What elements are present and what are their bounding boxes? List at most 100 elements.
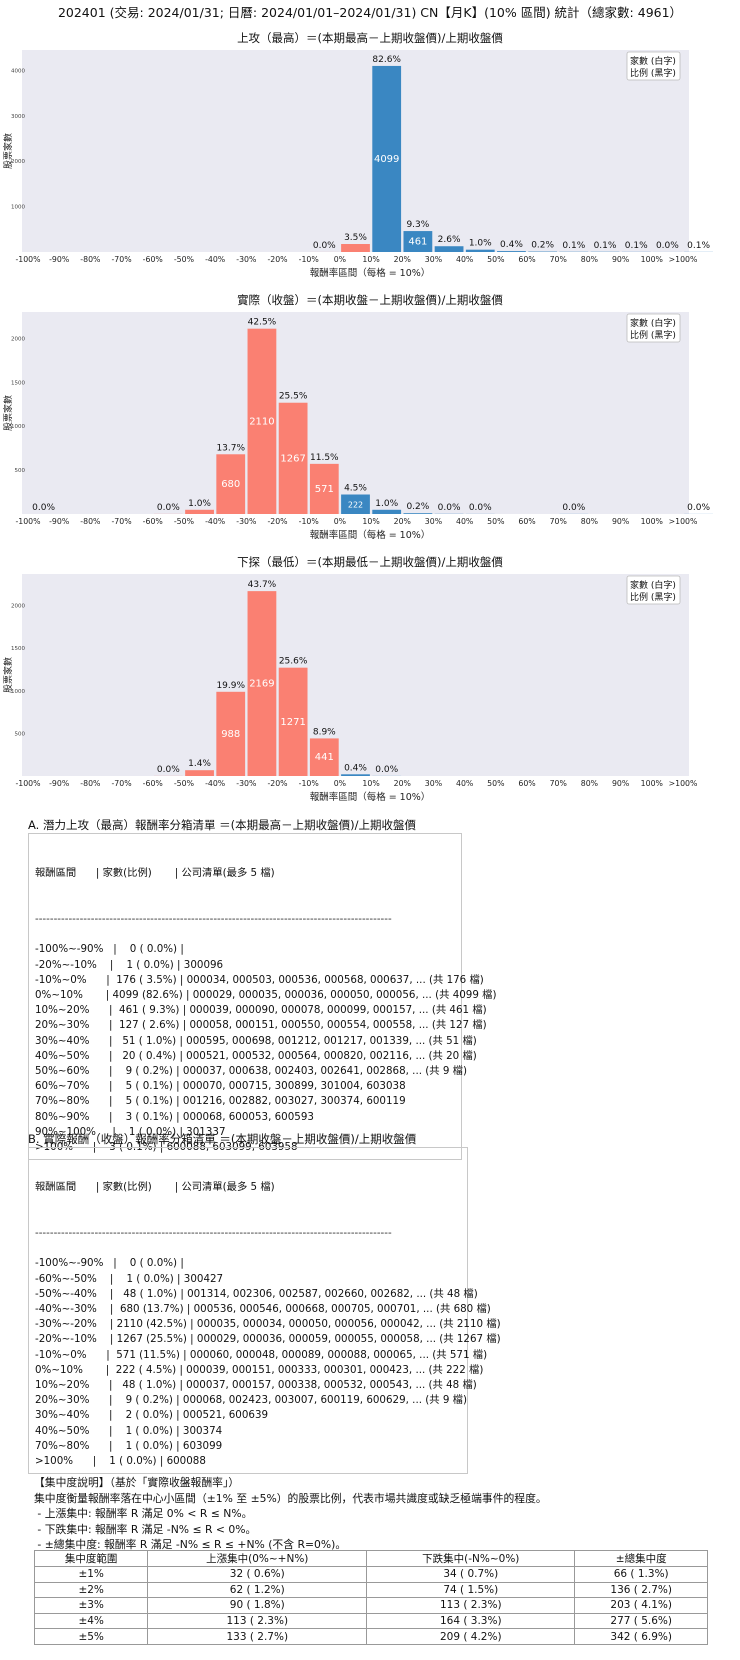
table-cell: 209 ( 4.2%) — [366, 1628, 576, 1645]
legend-box — [626, 51, 681, 81]
table-header-cell: ±總集中度 — [574, 1550, 708, 1567]
bar-percent-label: 0.0% — [469, 503, 492, 513]
x-tick-label: -40% — [205, 255, 225, 264]
bar-count-label: 441 — [315, 752, 334, 763]
bar-count-label: 461 — [408, 237, 427, 248]
legend-entry: 家數 (白字) — [630, 55, 676, 67]
table-row: ±5% 133 ( 2.7%) 209 ( 4.2%) 342 ( 6.9%) — [33, 1628, 708, 1645]
notes-line: - 下跌集中: 報酬率 R 滿足 -N% ≤ R < 0%。 — [34, 1522, 257, 1536]
bar-percent-label: 0.1% — [594, 241, 617, 251]
x-tick-label: -90% — [49, 517, 69, 526]
table-cell: 32 ( 0.6%) — [147, 1566, 368, 1583]
x-tick-label: >100% — [669, 255, 698, 264]
x-tick-label: >100% — [669, 779, 698, 788]
legend: 家數 (白字)比例 (黑字) — [626, 575, 681, 605]
table-cell: 74 ( 1.5%) — [366, 1581, 576, 1599]
table-cell: 164 ( 3.3%) — [366, 1612, 576, 1630]
y-tick-label: 1000 — [11, 689, 25, 695]
x-tick-label: -50% — [174, 517, 194, 526]
legend-entry: 比例 (黑字) — [630, 329, 676, 341]
table-cell: 90 ( 1.8%) — [147, 1597, 368, 1614]
section-a-header: 報酬區間 | 家數(比例) | 公司清單(最多 5 檔) — [35, 867, 275, 880]
bar-count-label: 2169 — [249, 679, 274, 690]
x-tick-label: 30% — [425, 517, 442, 526]
bar — [309, 463, 339, 514]
x-tick-label: 40% — [456, 779, 473, 788]
bar-percent-label: 0.1% — [687, 241, 710, 251]
y-tick-label: 4000 — [11, 68, 25, 74]
x-tick-label: -60% — [143, 779, 163, 788]
y-axis-label: 股票家數 — [2, 133, 14, 169]
bar — [372, 509, 402, 514]
bar-percent-label: 0.0% — [157, 765, 180, 775]
legend-box — [626, 313, 681, 343]
x-tick-label: 40% — [456, 517, 473, 526]
x-tick-label: 80% — [581, 779, 598, 788]
chart-upper-high: 上攻（最高）＝(本期最高－上期收盤價)/上期收盤價 1000 2000 3000 400… — [2, 31, 713, 279]
bar — [434, 246, 464, 252]
y-tick-label: 500 — [15, 731, 26, 737]
x-tick-label: -80% — [80, 517, 100, 526]
x-tick-label: -30% — [236, 255, 256, 264]
x-tick-label: -10% — [299, 779, 319, 788]
bar-percent-label: 0.0% — [656, 241, 679, 251]
bar-percent-label: 3.5% — [344, 233, 367, 243]
notes-line: 集中度衡量報酬率落在中心小區間（±1% 至 ±5%）的股票比例，代表市場共識度或… — [34, 1491, 547, 1505]
x-tick-label: -90% — [49, 255, 69, 264]
page-title: 202401 (交易: 2024/01/31; 日曆: 2024/01/01–2… — [57, 5, 683, 20]
bar-count-label: 222 — [348, 500, 363, 509]
bar — [185, 509, 214, 514]
table-cell: 66 ( 1.3%) — [574, 1566, 708, 1583]
legend: 家數 (白字)比例 (黑字) — [626, 51, 681, 81]
bar-percent-label: 0.2% — [406, 502, 429, 512]
bar-percent-label: 4.5% — [344, 484, 367, 494]
bar — [216, 691, 246, 776]
x-axis-label: 報酬率區間（每格 = 10%） — [310, 267, 431, 279]
x-tick-label: -40% — [205, 779, 225, 788]
section-b-row: -10%~0% | 571 (11.5%) | 000060, 000048, … — [35, 1348, 488, 1361]
table-header-cell: 集中度範圍 — [33, 1550, 149, 1567]
y-tick-label: 2000 — [11, 336, 25, 342]
section-b-row: 20%~30% | 9 ( 0.2%) | 000068, 002423, 00… — [35, 1394, 467, 1407]
section-b-row: 0%~10% | 222 ( 4.5%) | 000039, 000151, 0… — [35, 1363, 484, 1376]
x-tick-label: 90% — [612, 779, 629, 788]
x-tick-label: -60% — [143, 517, 163, 526]
bar-percent-label: 2.6% — [438, 235, 461, 245]
x-tick-label: 100% — [641, 779, 663, 788]
x-tick-label: 0% — [334, 779, 346, 788]
section-b-row: 30%~40% | 2 ( 0.0%) | 000521, 600639 — [35, 1409, 269, 1422]
x-tick-label: 30% — [425, 255, 442, 264]
x-tick-label: -60% — [143, 255, 163, 264]
y-axis-label: 股票家數 — [2, 395, 14, 431]
y-tick-label: 1500 — [11, 646, 25, 652]
bar-percent-label: 8.9% — [313, 727, 336, 737]
section-b-row: 70%~80% | 1 ( 0.0%) | 603099 — [35, 1439, 223, 1452]
x-tick-label: -30% — [236, 779, 256, 788]
x-tick-label: 100% — [641, 517, 663, 526]
bar — [341, 244, 370, 252]
table-cell: 62 ( 1.2%) — [147, 1581, 368, 1599]
bar-percent-label: 0.1% — [625, 241, 648, 251]
bar-percent-label: 11.5% — [310, 453, 339, 463]
section-a-row: 0%~10% | 4099 (82.6%) | 000029, 000035, … — [35, 989, 497, 1002]
x-tick-label: 10% — [362, 517, 379, 526]
x-tick-label: 80% — [581, 517, 598, 526]
section-b-row: 10%~20% | 48 ( 1.0%) | 000037, 000157, 0… — [35, 1379, 477, 1392]
x-tick-label: 60% — [518, 779, 535, 788]
table-cell: 277 ( 5.6%) — [574, 1612, 708, 1630]
x-tick-label: -50% — [174, 255, 194, 264]
table-row: ±4% 113 ( 2.3%) 164 ( 3.3%) 277 ( 5.6%) — [33, 1612, 708, 1630]
bar-percent-label: 82.6% — [372, 55, 401, 65]
plot-area — [22, 574, 689, 776]
bar-percent-label: 0.2% — [531, 241, 554, 251]
chart-actual-close: 實際（收盤）＝(本期收盤－上期收盤價)/上期收盤價 500 1000 1500 2000… — [2, 293, 713, 541]
x-tick-label: 40% — [456, 255, 473, 264]
bar-percent-label: 25.5% — [279, 392, 308, 402]
chart-title: 實際（收盤）＝(本期收盤－上期收盤價)/上期收盤價 — [237, 293, 503, 307]
x-tick-label: -90% — [49, 779, 69, 788]
bar-percent-label: 0.1% — [562, 241, 585, 251]
bar-percent-label: 43.7% — [248, 580, 277, 590]
section-a-row: 60%~70% | 5 ( 0.1%) | 000070, 000715, 30… — [35, 1080, 406, 1093]
section-b-row: -100%~-90% | 0 ( 0.0%) | — [35, 1257, 184, 1270]
section-a-row: -10%~0% | 176 ( 3.5%) | 000034, 000503, … — [35, 973, 484, 986]
